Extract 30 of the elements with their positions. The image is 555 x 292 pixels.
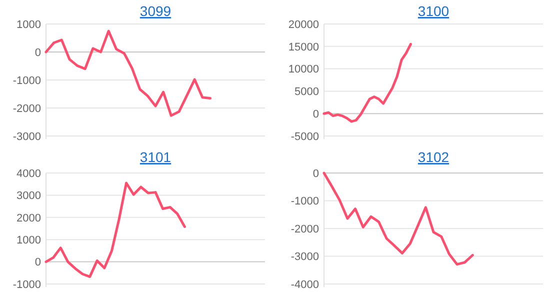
y-tick-label: 0 — [312, 108, 319, 120]
line-series — [322, 172, 474, 266]
line-series — [44, 30, 212, 117]
y-tick-label: 1000 — [16, 234, 41, 246]
y-tick-label: 5000 — [294, 86, 319, 98]
y-tick-label: 0 — [34, 256, 41, 269]
y-tick-label: -5000 — [290, 130, 319, 143]
chart-title: 3099 — [140, 3, 172, 19]
y-tick-label: 1000 — [16, 18, 41, 31]
chart-title: 3101 — [140, 149, 172, 165]
y-tick-label: 2000 — [16, 212, 41, 224]
y-tick-label: 10000 — [288, 64, 319, 76]
chart-title: 3100 — [418, 3, 450, 19]
y-tick-label: 15000 — [288, 41, 319, 54]
line-series — [322, 42, 412, 123]
y-tick-label: -2000 — [290, 223, 319, 236]
y-tick-label: 4000 — [16, 168, 41, 180]
y-tick-label: -1000 — [12, 74, 41, 87]
y-tick-label: 0 — [34, 46, 41, 59]
y-tick-label: 0 — [312, 168, 319, 180]
y-tick-label: -4000 — [290, 278, 319, 291]
chart-title: 3102 — [418, 149, 450, 165]
y-tick-label: -1000 — [290, 196, 319, 208]
y-tick-label: 20000 — [288, 18, 319, 31]
y-tick-label: 3000 — [16, 190, 41, 202]
y-tick-label: -3000 — [12, 130, 41, 143]
line-series — [44, 182, 186, 278]
y-tick-label: -3000 — [290, 251, 319, 264]
y-tick-label: -1000 — [12, 278, 41, 291]
y-tick-label: -2000 — [12, 102, 41, 115]
